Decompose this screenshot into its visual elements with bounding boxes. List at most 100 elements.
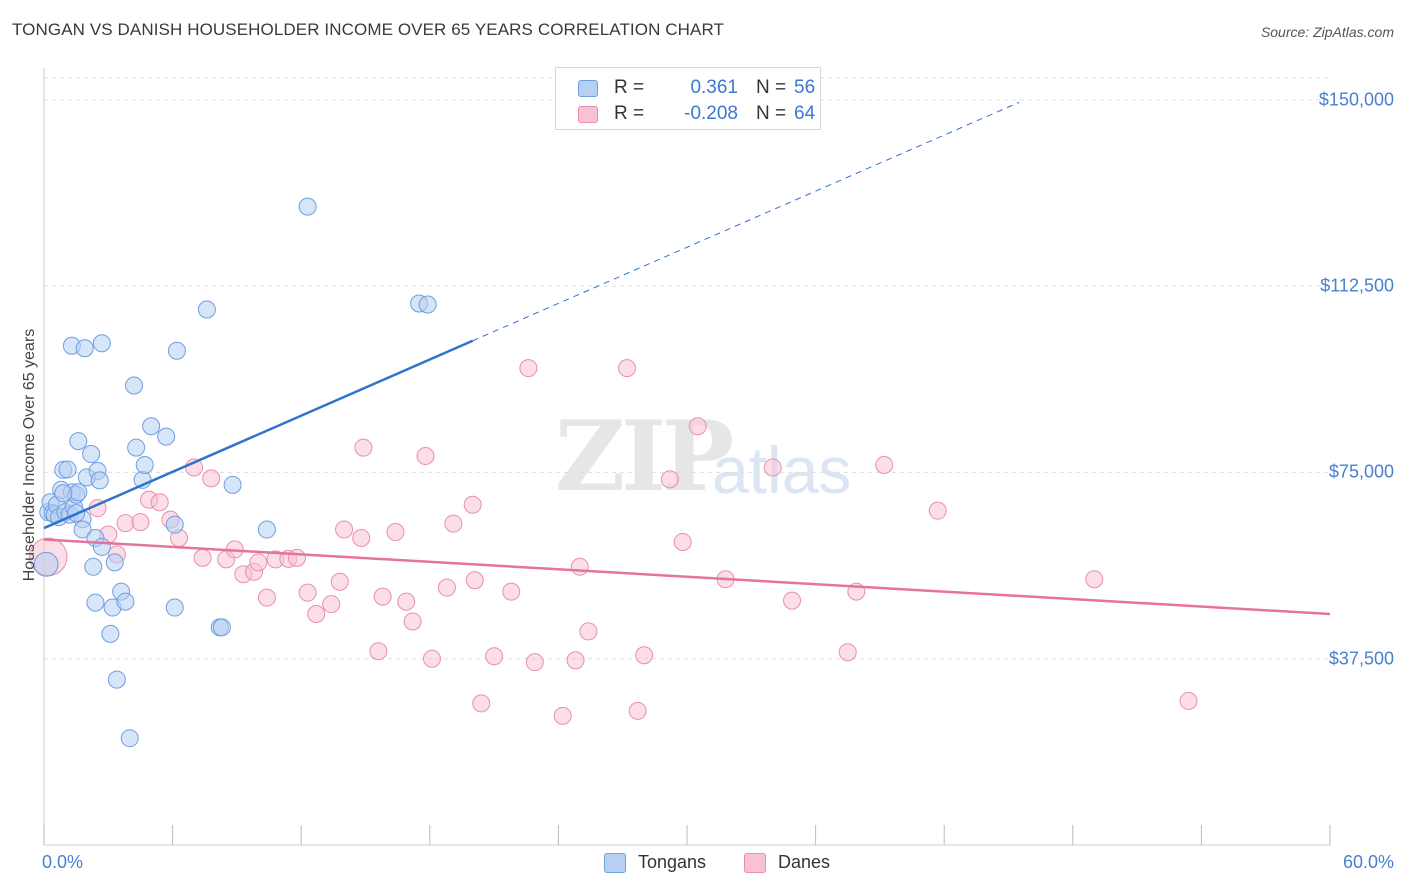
- dane-point: [502, 582, 521, 601]
- dane-point: [131, 513, 150, 532]
- tongans-trend-extension: [472, 101, 1020, 342]
- dane-point: [202, 469, 221, 488]
- dane-point: [416, 447, 435, 466]
- tongan-point: [197, 300, 216, 319]
- dane-point: [307, 605, 326, 623]
- dane-point: [660, 470, 679, 489]
- legend-swatch-danes: [578, 105, 598, 123]
- tongans-trend-line: [43, 339, 474, 530]
- dane-point: [193, 548, 212, 567]
- tongan-point: [33, 551, 59, 577]
- dane-point: [485, 647, 504, 666]
- legend-swatch-tongans: [578, 79, 598, 97]
- tongan-point: [92, 537, 111, 556]
- danes-trend-line: [43, 538, 1331, 616]
- tongan-point: [90, 471, 109, 490]
- dane-point: [688, 417, 707, 436]
- tongan-point: [86, 593, 105, 612]
- tongan-point: [212, 618, 231, 637]
- tongan-point: [84, 557, 103, 576]
- tongan-point: [105, 553, 124, 572]
- watermark-zip: ZIP: [555, 400, 734, 513]
- y-tick-label: $112,500: [1320, 275, 1394, 296]
- dane-point: [249, 553, 268, 572]
- dane-point: [287, 548, 306, 567]
- dane-point: [386, 523, 405, 542]
- dane-point: [465, 571, 484, 590]
- tongan-point: [82, 445, 101, 464]
- legend-row-tongans: R = 0.361 N = 56: [578, 74, 815, 102]
- dane-point: [617, 359, 636, 378]
- dane-point: [472, 694, 491, 713]
- tongan-point: [116, 592, 135, 611]
- dane-point: [628, 701, 647, 720]
- dane-point: [463, 495, 482, 514]
- dane-point: [1179, 691, 1198, 710]
- bottom-legend-danes: Danes: [744, 852, 830, 873]
- dane-point: [403, 612, 422, 631]
- legend-r-value: -0.208: [684, 103, 738, 124]
- dane-point: [298, 583, 317, 602]
- dane-point: [566, 651, 585, 670]
- tongan-point: [135, 455, 154, 474]
- x-tick-label-max: 60.0%: [1342, 852, 1394, 872]
- tongan-point: [127, 438, 146, 457]
- dane-point: [635, 646, 654, 665]
- tongan-point: [165, 598, 184, 617]
- tongan-point: [142, 417, 161, 436]
- y-tick-label: $37,500: [1328, 648, 1394, 669]
- bottom-legend-tongans: Tongans: [604, 852, 706, 873]
- legend-n-value: 56: [794, 77, 816, 98]
- dane-point: [352, 528, 371, 547]
- tongan-point: [257, 520, 276, 539]
- tongan-point: [165, 515, 184, 534]
- tongan-point: [69, 483, 88, 502]
- tongan-point: [75, 339, 94, 358]
- dane-point: [553, 706, 572, 725]
- dane-point: [783, 591, 802, 610]
- legend-n-value: 64: [794, 103, 816, 124]
- dane-point: [875, 455, 894, 474]
- legend-n-label: N =: [756, 103, 787, 124]
- legend-r-value: 0.361: [690, 77, 738, 98]
- tongan-point: [167, 341, 186, 360]
- tongan-point: [92, 334, 111, 353]
- tongan-point: [120, 729, 139, 748]
- dane-point: [422, 649, 441, 668]
- dane-point: [373, 587, 392, 606]
- dane-point: [322, 595, 341, 614]
- dane-point: [570, 557, 589, 576]
- tongan-point: [107, 670, 126, 689]
- dane-point: [444, 514, 463, 533]
- tongan-point: [418, 295, 437, 314]
- dane-point: [673, 532, 692, 551]
- dane-point: [335, 520, 354, 539]
- tongan-point: [298, 197, 317, 216]
- legend-row-danes: R = -0.208 N = 64: [578, 100, 815, 128]
- dane-point: [838, 643, 857, 662]
- bottom-legend-swatch-danes: [744, 852, 766, 873]
- chart-source: Source: ZipAtlas.com: [1260, 24, 1394, 40]
- bottom-legend-swatch-tongans: [604, 852, 626, 873]
- legend-r-label: R =: [614, 77, 645, 98]
- legend-n-label: N =: [756, 77, 787, 98]
- y-axis-label: Householder Income Over 65 years: [21, 328, 38, 582]
- dane-point: [257, 588, 276, 607]
- dane-point: [1085, 570, 1104, 589]
- dane-point: [519, 359, 538, 378]
- tongan-point: [69, 432, 88, 451]
- y-tick-label: $75,000: [1328, 461, 1394, 482]
- dane-point: [369, 642, 388, 661]
- dane-point: [150, 493, 169, 512]
- dane-point: [928, 501, 947, 520]
- watermark-atlas: atlas: [712, 433, 852, 507]
- dane-point: [525, 653, 544, 672]
- dane-point: [579, 622, 598, 641]
- dane-point: [116, 514, 135, 533]
- dane-point: [354, 438, 373, 457]
- chart-title: TONGAN VS DANISH HOUSEHOLDER INCOME OVER…: [12, 20, 725, 39]
- dane-point: [397, 592, 416, 611]
- dane-point: [437, 578, 456, 597]
- tongan-point: [223, 475, 242, 494]
- y-tick-label: $150,000: [1318, 89, 1394, 110]
